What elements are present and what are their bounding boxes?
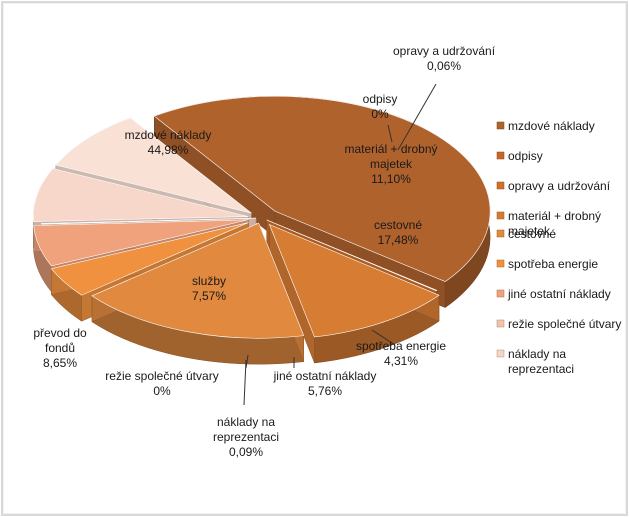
legend-swatch: [496, 121, 505, 130]
data-label-odpisy: odpisy 0%: [363, 92, 398, 121]
legend-item-naklady-na-reprezentaci: náklady na reprezentaci: [496, 347, 574, 376]
data-label-material-drobny-majetek: materiál + drobný majetek 11,10%: [344, 142, 437, 186]
data-label-cestovne: cestovné 17,48%: [374, 218, 422, 247]
legend-swatch: [496, 211, 505, 220]
legend-label: spotřeba energie: [508, 257, 598, 271]
pie-slice-top: [266, 219, 437, 291]
legend-item-rezie-spolecne-utvary: režie společné útvary: [496, 317, 621, 331]
leader-line-odpisy: [387, 124, 393, 143]
legend: mzdové náklady odpisy opravy a udržování ma…: [496, 119, 621, 376]
data-label-opravy-a-udrzovani: opravy a udržování 0,06%: [393, 44, 496, 73]
legend-label: materiál + drobný majetek: [508, 209, 601, 238]
pie-slice-top: [55, 117, 252, 214]
legend-item-cestovne: cestovné: [496, 227, 556, 241]
legend-item-material-drobny-majetek: materiál + drobný majetek: [496, 209, 601, 238]
legend-label: jiné ostatní náklady: [507, 287, 611, 301]
pie-slice-top: [50, 222, 249, 296]
legend-label: opravy a udržování: [508, 179, 611, 193]
data-label-prevod-do-fondu: převod do fondů 8,65%: [33, 326, 87, 370]
data-label-rezie-spolecne-utvary: režie společné útvary 0%: [105, 369, 218, 398]
legend-swatch: [496, 289, 505, 298]
legend-label: odpisy: [508, 149, 543, 163]
leader-line-spotreba-energie: [371, 329, 396, 346]
legend-item-jine-ostatni-naklady: jiné ostatní náklady: [496, 287, 611, 301]
data-label-jine-ostatni-naklady: jiné ostatní náklady 5,76%: [273, 369, 377, 398]
legend-label: režie společné útvary: [508, 317, 621, 331]
legend-item-spotreba-energie: spotřeba energie: [496, 257, 598, 271]
pie-slices: [32, 95, 491, 365]
pie-slice-top: [91, 222, 305, 339]
data-labels: mzdové náklady 44,98% odpisy 0% opravy a udr…: [33, 44, 495, 459]
legend-swatch: [496, 229, 505, 238]
legend-swatch: [496, 151, 505, 160]
legend-item-mzdove-naklady: mzdové náklady: [496, 119, 595, 133]
legend-swatch: [496, 259, 505, 268]
legend-swatch: [496, 349, 505, 358]
legend-item-odpisy: odpisy: [496, 149, 543, 163]
legend-swatch: [496, 319, 505, 328]
pie-slice-top: [268, 223, 440, 338]
data-label-mzdove-naklady: mzdové náklady 44,98%: [125, 128, 212, 157]
pie-slice-top: [32, 168, 249, 223]
pie-slice-odpisy: [266, 219, 437, 291]
pie-slice-top: [153, 95, 491, 282]
pie-slice-top: [33, 219, 249, 267]
legend-label: mzdové náklady: [508, 119, 595, 133]
leader-line-rezie-spolecne-utvary: [245, 354, 249, 369]
pie-slice-top: [41, 217, 257, 225]
pie-slice-material-drobny-majetek: [268, 223, 440, 364]
data-label-spotreba-energie: spotřeba energie 4,31%: [356, 339, 446, 368]
leader-lines: [243, 83, 437, 406]
leader-line-naklady-na-reprezentaci: [243, 359, 247, 406]
legend-label: náklady na reprezentaci: [508, 347, 574, 376]
legend-label: cestovné: [508, 227, 556, 241]
pie-slice-cestovne: [91, 222, 305, 365]
data-label-naklady-na-reprezentaci: náklady na reprezentaci 0,09%: [213, 415, 279, 459]
legend-swatch: [496, 181, 505, 190]
leader-line-opravy-a-udrzovani: [397, 83, 437, 151]
legend-item-opravy-a-udrzovani: opravy a udržování: [496, 179, 611, 193]
pie-slice-rezie-spolecne-utvary: [41, 217, 257, 225]
data-label-sluzby: služby 7,57%: [192, 274, 226, 303]
